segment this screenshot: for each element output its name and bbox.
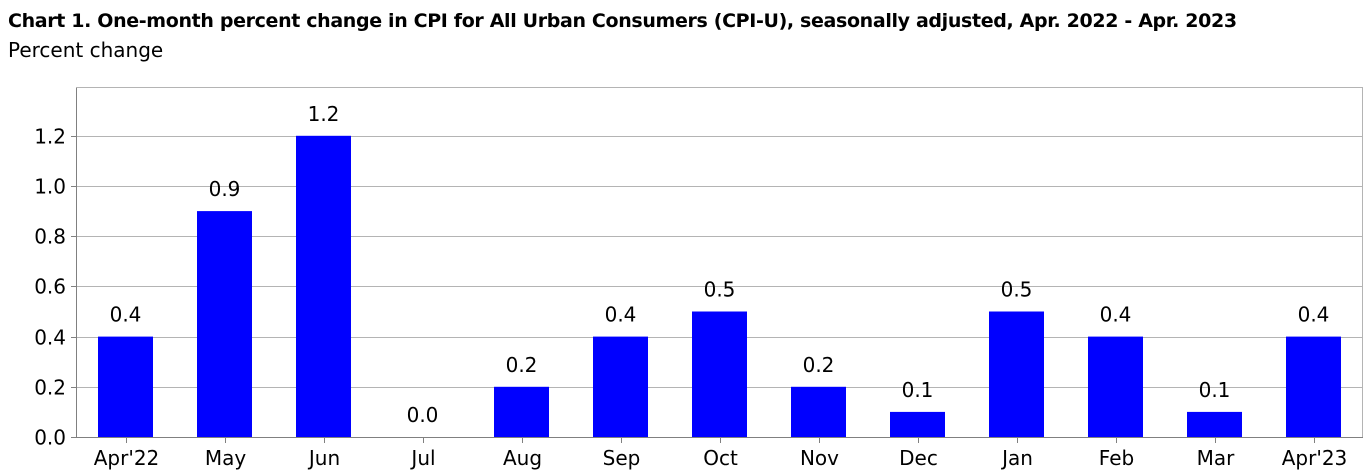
bar [791, 386, 846, 437]
data-label: 1.2 [308, 102, 340, 126]
bar [296, 135, 351, 438]
chart-title: Chart 1. One-month percent change in CPI… [8, 10, 1237, 32]
x-axis-ticks: Apr'22 May Jun Jul Aug Sep Oct Nov Dec Jan Feb Mar A… [94, 437, 1348, 470]
bar [989, 311, 1044, 437]
x-tick-label: Apr'23 [1282, 446, 1348, 470]
y-axis-unit-label: Percent change [8, 38, 164, 62]
data-label: 0.4 [1298, 303, 1330, 327]
bar [593, 336, 648, 437]
x-tick-label: Mar [1197, 446, 1236, 470]
bar [1187, 411, 1242, 437]
data-label: 0.1 [902, 378, 934, 402]
x-tick-label: Feb [1099, 446, 1134, 470]
data-label: 0.4 [605, 303, 637, 327]
y-tick-label: 0.8 [34, 225, 66, 249]
y-axis-ticks: 0.0 0.2 0.4 0.6 0.8 1.0 1.2 [34, 125, 76, 450]
y-tick-label: 1.2 [34, 125, 66, 149]
bar [197, 211, 252, 437]
bar [890, 411, 945, 437]
x-tick-label: Jan [1000, 446, 1033, 470]
x-tick-label: Nov [800, 446, 839, 470]
data-label: 0.5 [704, 278, 736, 302]
bars [98, 135, 1341, 438]
x-tick-label: Jul [409, 446, 435, 470]
data-label: 0.4 [1100, 303, 1132, 327]
bar [1286, 336, 1341, 437]
data-label: 0.9 [209, 177, 241, 201]
x-tick-label: Aug [503, 446, 542, 470]
bar [1088, 336, 1143, 437]
data-label: 0.0 [407, 403, 439, 427]
x-tick-label: Oct [703, 446, 738, 470]
x-tick-label: Sep [603, 446, 641, 470]
y-tick-label: 0.4 [34, 326, 66, 350]
bar [98, 336, 153, 437]
y-tick-label: 0.2 [34, 376, 66, 400]
x-tick-label: Jun [307, 446, 340, 470]
x-tick-label: May [205, 446, 247, 470]
bar [494, 386, 549, 437]
bar [692, 311, 747, 437]
data-labels: 0.4 0.9 1.2 0.0 0.2 0.4 0.5 0.2 0.1 0.5 0.4 0.1 0.4 [110, 102, 1330, 427]
data-label: 0.4 [110, 303, 142, 327]
data-label: 0.2 [803, 353, 835, 377]
y-tick-label: 0.6 [34, 275, 66, 299]
x-tick-label: Dec [899, 446, 938, 470]
y-tick-label: 1.0 [34, 175, 66, 199]
data-label: 0.1 [1199, 378, 1231, 402]
data-label: 0.2 [506, 353, 538, 377]
plot-frame [76, 87, 1363, 438]
y-tick-label: 0.0 [34, 426, 66, 450]
x-tick-label: Apr'22 [94, 446, 160, 470]
data-label: 0.5 [1001, 278, 1033, 302]
